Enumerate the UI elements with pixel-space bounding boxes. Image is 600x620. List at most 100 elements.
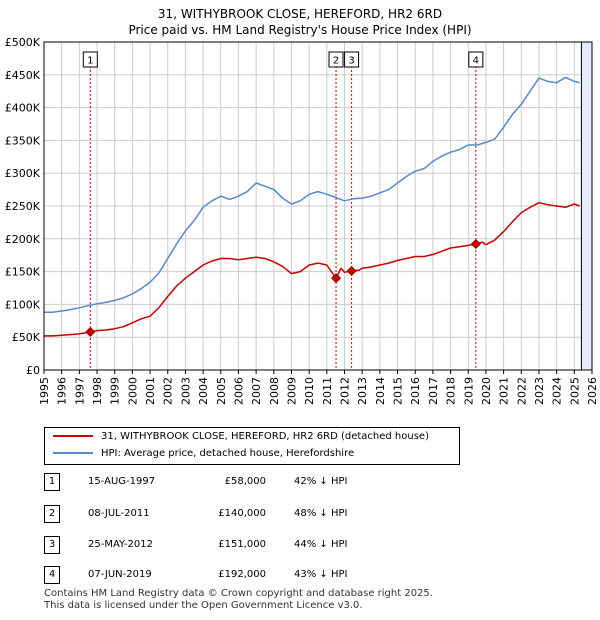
sale-row: 2 08-JUL-2011 £140,000 48% ↓ HPI: [44, 504, 464, 524]
x-tick-label: 2019: [462, 377, 475, 405]
sale-marker-3: [346, 265, 357, 277]
sale-date: 15-AUG-1997: [88, 476, 156, 487]
sale-hpi-diff: 48% ↓ HPI: [294, 508, 348, 519]
x-tick-label: 2012: [339, 377, 352, 405]
sale-marker-4: [470, 238, 481, 250]
x-tick-label: 2007: [250, 377, 263, 405]
y-tick-label: £500K: [5, 36, 41, 49]
sale-row: 4 07-JUN-2019 £192,000 43% ↓ HPI: [44, 565, 464, 585]
axes: [43, 41, 593, 374]
x-tick-label: 2002: [162, 377, 175, 405]
sale-label-4: 4: [473, 56, 479, 67]
legend-label-hpi: HPI: Average price, detached house, Here…: [101, 448, 355, 459]
x-tick-label: 2005: [215, 377, 228, 405]
legend-swatch-property: [53, 435, 93, 437]
x-tick-label: 2025: [568, 377, 581, 405]
sale-price: £192,000: [218, 569, 266, 580]
sale-label-3: 3: [348, 56, 354, 67]
future-shade: [580, 42, 593, 370]
tick-labels: £0 £50K £100K £150K £200K £250K £300K £350K £400…: [5, 36, 599, 405]
sale-number-badge: 3: [44, 536, 60, 554]
x-tick-label: 2018: [445, 377, 458, 405]
sale-label-box-3: [344, 51, 360, 68]
sale-date: 08-JUL-2011: [88, 508, 150, 519]
y-tick-label: £250K: [5, 200, 41, 213]
sale-markers: [85, 238, 481, 338]
sale-price: £140,000: [218, 508, 266, 519]
property-line: [44, 201, 580, 337]
x-tick-label: 1998: [91, 377, 104, 405]
x-tick-label: 1996: [56, 377, 69, 405]
y-tick-label: £400K: [5, 102, 41, 115]
y-tick-label: £450K: [5, 69, 41, 82]
x-tick-label: 2017: [427, 377, 440, 405]
y-tick-label: £50K: [12, 331, 41, 344]
x-tick-label: 2014: [374, 377, 387, 405]
x-tick-label: 2008: [268, 377, 281, 405]
x-tick-label: 2003: [179, 377, 192, 405]
plot-frame: [43, 41, 593, 371]
sale-vlines: [89, 66, 477, 370]
hpi-line: [44, 76, 580, 314]
x-tick-label: 2023: [533, 377, 546, 405]
future-shade-rect: [581, 42, 592, 370]
x-tick-label: 2024: [551, 377, 564, 405]
sale-date: 25-MAY-2012: [88, 539, 154, 550]
y-tick-label: £200K: [5, 233, 41, 246]
sale-label-box-2: [328, 51, 344, 68]
x-tick-label: 2015: [392, 377, 405, 405]
sale-row: 1 15-AUG-1997 £58,000 42% ↓ HPI: [44, 472, 464, 492]
y-tick-label: £350K: [5, 134, 41, 147]
sale-number-badge: 1: [44, 473, 60, 491]
sale-label-box-4: [468, 51, 484, 68]
sale-row: 3 25-MAY-2012 £151,000 44% ↓ HPI: [44, 535, 464, 555]
sale-hpi-diff: 43% ↓ HPI: [294, 569, 348, 580]
x-tick-label: 2013: [356, 377, 369, 405]
sale-date: 07-JUN-2019: [88, 569, 152, 580]
x-tick-label: 1995: [38, 377, 51, 405]
sale-marker-1: [85, 326, 96, 338]
sale-price: £151,000: [218, 539, 266, 550]
x-tick-label: 2000: [126, 377, 139, 405]
x-tick-label: 2022: [515, 377, 528, 405]
legend: 31, WITHYBROOK CLOSE, HEREFORD, HR2 6RD …: [44, 427, 460, 465]
y-tick-label: £0: [26, 364, 40, 377]
grid: [43, 41, 593, 371]
x-tick-label: 2001: [144, 377, 157, 405]
x-tick-label: 2009: [285, 377, 298, 405]
y-tick-label: £300K: [5, 167, 41, 180]
chart-title: 31, WITHYBROOK CLOSE, HEREFORD, HR2 6RD: [157, 7, 443, 21]
series-lines: [44, 76, 580, 337]
x-tick-label: 2010: [303, 377, 316, 405]
x-tick-label: 2026: [586, 377, 599, 405]
x-tick-label: 1999: [109, 377, 122, 405]
sale-number-badge: 2: [44, 505, 60, 523]
x-tick-label: 2004: [197, 377, 210, 405]
sale-number-badge: 4: [44, 566, 60, 584]
sale-hpi-diff: 42% ↓ HPI: [294, 476, 348, 487]
y-tick-label: £150K: [5, 266, 41, 279]
price-chart: £0 £50K £100K £150K £200K £250K £300K £350K £400…: [5, 36, 599, 405]
x-tick-label: 2006: [232, 377, 245, 405]
y-tick-label: £100K: [5, 298, 41, 311]
legend-swatch-hpi: [53, 452, 93, 454]
sale-price: £58,000: [224, 476, 266, 487]
x-tick-label: 1997: [73, 377, 86, 405]
legend-label-property: 31, WITHYBROOK CLOSE, HEREFORD, HR2 6RD …: [101, 431, 429, 442]
sale-label-2: 2: [333, 56, 339, 67]
footer-license: This data is licensed under the Open Gov…: [44, 600, 363, 611]
legend-item-hpi: HPI: Average price, detached house, Here…: [53, 446, 354, 462]
chart-subtitle: Price paid vs. HM Land Registry's House …: [128, 23, 472, 37]
footer-copyright: Contains HM Land Registry data © Crown c…: [44, 588, 433, 599]
legend-item-property: 31, WITHYBROOK CLOSE, HEREFORD, HR2 6RD …: [53, 429, 429, 445]
x-tick-label: 2021: [498, 377, 511, 405]
sale-hpi-diff: 44% ↓ HPI: [294, 539, 348, 550]
sale-label-box-1: [82, 51, 98, 68]
footer: Contains HM Land Registry data © Crown c…: [44, 588, 433, 612]
sale-marker-2: [330, 273, 342, 284]
x-tick-label: 2011: [321, 377, 334, 405]
x-tick-label: 2016: [409, 377, 422, 405]
x-tick-label: 2020: [480, 377, 493, 405]
sale-label-1: 1: [87, 56, 93, 67]
